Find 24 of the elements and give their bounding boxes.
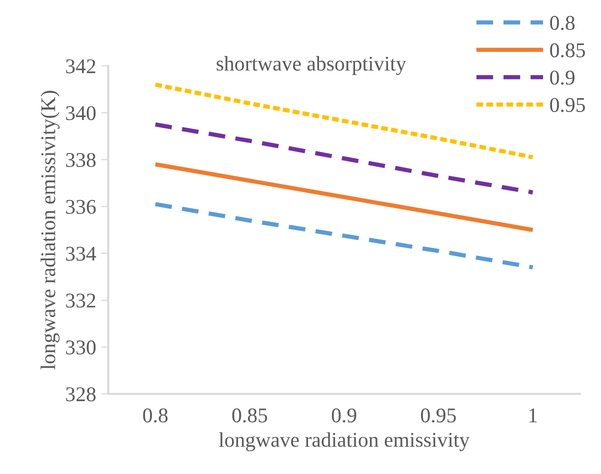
- legend-title: shortwave absorptivity: [216, 56, 406, 75]
- y-tick-label: 332: [66, 294, 96, 308]
- y-tick-label: 340: [66, 106, 96, 120]
- line-series: [153, 202, 535, 270]
- y-tick-label: 342: [66, 59, 96, 74]
- y-tick-label: 334: [66, 246, 96, 261]
- x-tick-label: 0.95: [420, 408, 456, 423]
- x-tick-label: 1: [529, 408, 537, 422]
- legend-label: 0.85: [550, 43, 585, 58]
- line-series: [153, 82, 535, 160]
- x-tick-label: 0.8: [143, 408, 168, 423]
- x-axis-title: longwave radiation emissivity: [218, 432, 470, 452]
- y-tick-label: 338: [66, 152, 96, 168]
- x-tick-label: 0.85: [232, 408, 268, 423]
- y-tick-label: 330: [66, 340, 96, 354]
- legend-label: 0.9: [550, 70, 575, 85]
- y-axis-title: longwave radiation emissivity(K): [40, 90, 60, 370]
- y-tick-label: 328: [66, 387, 96, 402]
- legend-label: 0.8: [550, 16, 575, 30]
- line-series: [153, 162, 535, 232]
- line-series: [153, 122, 535, 194]
- legend-label: 0.95: [550, 98, 585, 112]
- y-tick-label: 336: [66, 200, 96, 214]
- x-tick-label: 0.9: [332, 408, 356, 423]
